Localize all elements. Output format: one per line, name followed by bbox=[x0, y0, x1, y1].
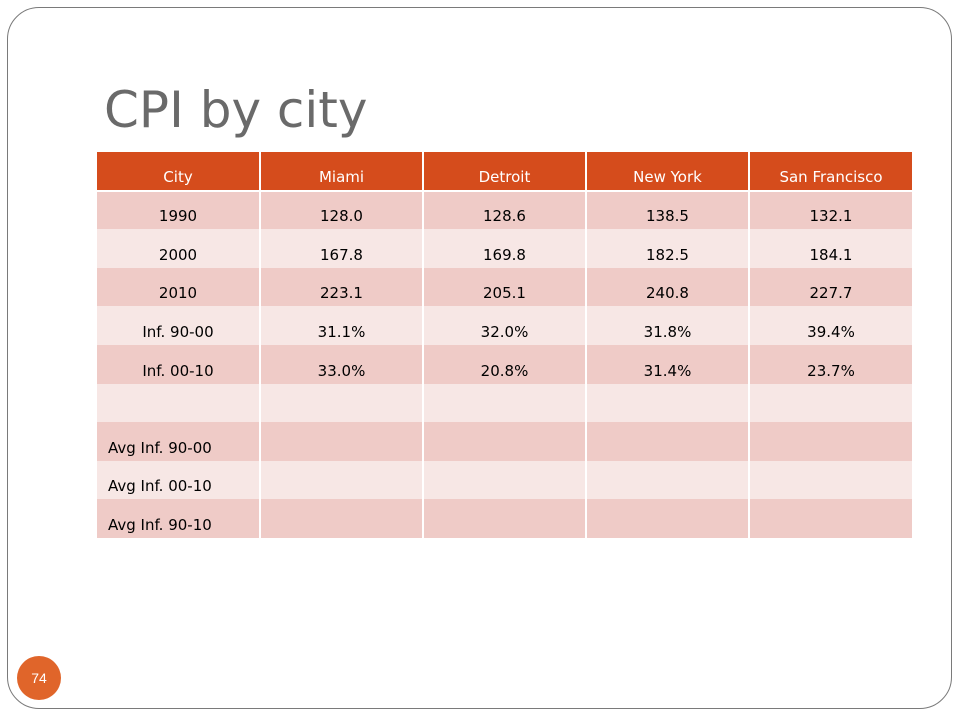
table-cell bbox=[259, 460, 423, 500]
row-label: Avg Inf. 00-10 bbox=[97, 460, 260, 500]
row-label: 2000 bbox=[97, 229, 260, 268]
table-cell: 33.0% bbox=[259, 344, 423, 384]
table-cell bbox=[422, 460, 586, 500]
row-label: Avg Inf. 90-10 bbox=[97, 499, 260, 538]
table-cell: 167.8 bbox=[259, 229, 423, 268]
table-cell bbox=[748, 460, 912, 500]
table-cell: 184.1 bbox=[748, 229, 912, 268]
table-cell bbox=[259, 499, 423, 538]
table-cell: 132.1 bbox=[748, 190, 912, 230]
page-number-badge: 74 bbox=[17, 656, 61, 700]
table-cell: 31.8% bbox=[585, 306, 749, 345]
table-cell: 31.1% bbox=[259, 306, 423, 345]
table-cell: 39.4% bbox=[748, 306, 912, 345]
table-row: Avg Inf. 90-00 bbox=[97, 422, 912, 461]
table-row: Inf. 90-00 31.1% 32.0% 31.8% 39.4% bbox=[97, 306, 912, 345]
table-row: Avg Inf. 00-10 bbox=[97, 460, 912, 500]
table-row bbox=[97, 383, 912, 423]
table-cell: 240.8 bbox=[585, 267, 749, 307]
row-label: Inf. 90-00 bbox=[97, 306, 260, 345]
header-cell-san-francisco: San Francisco bbox=[748, 152, 912, 192]
table-cell: 128.0 bbox=[259, 190, 423, 230]
table-cell: 205.1 bbox=[422, 267, 586, 307]
table-cell: 223.1 bbox=[259, 267, 423, 307]
slide-title: CPI by city bbox=[104, 81, 368, 139]
table-cell: 182.5 bbox=[585, 229, 749, 268]
table-cell bbox=[585, 383, 749, 423]
table-cell bbox=[259, 422, 423, 461]
table-cell bbox=[585, 460, 749, 500]
row-label bbox=[97, 383, 260, 423]
table-header-row: City Miami Detroit New York San Francisc… bbox=[97, 152, 912, 192]
table-cell: 128.6 bbox=[422, 190, 586, 230]
header-cell-new-york: New York bbox=[585, 152, 749, 192]
table-row: 2010 223.1 205.1 240.8 227.7 bbox=[97, 267, 912, 307]
table-row: 2000 167.8 169.8 182.5 184.1 bbox=[97, 229, 912, 268]
cpi-table: City Miami Detroit New York San Francisc… bbox=[97, 152, 912, 538]
row-label: Avg Inf. 90-00 bbox=[97, 422, 260, 461]
table-cell: 20.8% bbox=[422, 344, 586, 384]
table-row: Inf. 00-10 33.0% 20.8% 31.4% 23.7% bbox=[97, 344, 912, 384]
row-label: Inf. 00-10 bbox=[97, 344, 260, 384]
table-cell bbox=[422, 383, 586, 423]
table-cell: 32.0% bbox=[422, 306, 586, 345]
table-cell: 227.7 bbox=[748, 267, 912, 307]
table-cell bbox=[259, 383, 423, 423]
table-cell: 31.4% bbox=[585, 344, 749, 384]
table-cell: 169.8 bbox=[422, 229, 586, 268]
row-label: 1990 bbox=[97, 190, 260, 230]
table-row: 1990 128.0 128.6 138.5 132.1 bbox=[97, 190, 912, 230]
table-row: Avg Inf. 90-10 bbox=[97, 499, 912, 538]
header-cell-miami: Miami bbox=[259, 152, 423, 192]
table-cell: 138.5 bbox=[585, 190, 749, 230]
table-cell bbox=[748, 499, 912, 538]
table-cell bbox=[748, 422, 912, 461]
table-cell bbox=[422, 422, 586, 461]
row-label: 2010 bbox=[97, 267, 260, 307]
table-cell: 23.7% bbox=[748, 344, 912, 384]
header-cell-detroit: Detroit bbox=[422, 152, 586, 192]
table-cell bbox=[585, 499, 749, 538]
table-cell bbox=[748, 383, 912, 423]
table-cell bbox=[585, 422, 749, 461]
header-cell-city: City bbox=[97, 152, 260, 192]
table-cell bbox=[422, 499, 586, 538]
